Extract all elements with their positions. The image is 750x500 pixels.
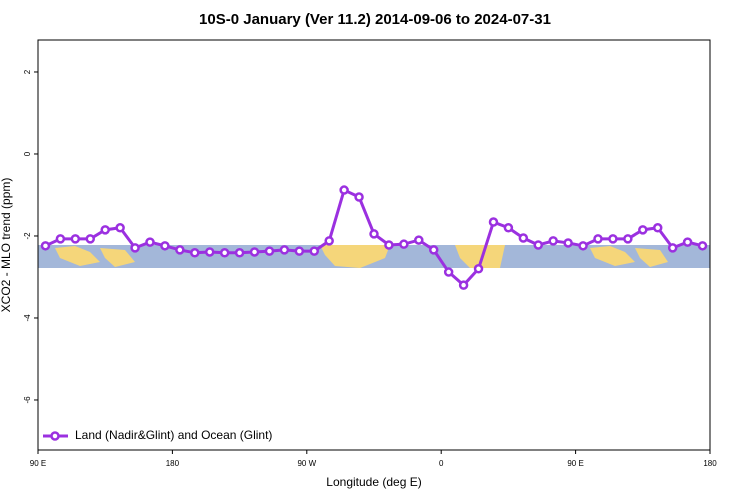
legend-label: Land (Nadir&Glint) and Ocean (Glint) xyxy=(75,428,272,442)
data-point xyxy=(115,223,125,233)
data-point xyxy=(443,267,454,277)
data-point xyxy=(40,241,51,251)
data-point xyxy=(324,236,334,246)
y-tick-label: -4 xyxy=(23,314,32,322)
data-point xyxy=(638,225,648,235)
y-tick-label: -2 xyxy=(23,232,32,240)
data-point xyxy=(100,225,110,235)
y-axis-label: XCO2 - MLO trend (ppm) xyxy=(0,178,13,313)
data-point xyxy=(175,245,185,255)
data-point xyxy=(548,236,558,246)
data-point xyxy=(55,234,66,244)
data-point xyxy=(533,240,544,250)
y-tick-label: -6 xyxy=(23,396,32,404)
x-tick-label: 180 xyxy=(166,459,180,468)
data-point xyxy=(249,247,260,257)
y-tick-label: 0 xyxy=(23,151,32,156)
data-point xyxy=(160,241,170,251)
data-point xyxy=(518,233,529,243)
x-tick-label: 0 xyxy=(439,459,444,468)
data-point xyxy=(204,247,215,257)
data-point xyxy=(623,234,633,244)
data-point xyxy=(384,240,394,250)
data-point xyxy=(608,234,618,244)
data-point xyxy=(309,246,320,256)
data-point xyxy=(563,238,573,248)
x-tick-label: 180 xyxy=(703,459,717,468)
chart-title: 10S-0 January (Ver 11.2) 2014-09-06 to 2… xyxy=(199,11,551,28)
data-point xyxy=(145,237,155,247)
y-tick-label: 2 xyxy=(23,69,32,74)
x-tick-label: 90 E xyxy=(30,459,46,468)
data-point xyxy=(578,241,588,251)
data-point xyxy=(354,192,364,202)
data-point xyxy=(428,245,439,255)
data-point xyxy=(219,248,230,258)
data-point xyxy=(503,223,514,233)
data-point xyxy=(339,185,349,195)
x-tick-label: 90 E xyxy=(567,459,583,468)
data-point xyxy=(294,246,305,256)
data-point xyxy=(488,217,499,227)
x-axis-label: Longitude (deg E) xyxy=(326,475,421,489)
data-point xyxy=(85,234,96,244)
data-point xyxy=(279,245,290,255)
data-point xyxy=(399,239,409,249)
data-point xyxy=(473,264,484,274)
data-point xyxy=(234,248,245,258)
data-point xyxy=(458,280,469,290)
data-point xyxy=(130,243,140,253)
data-point xyxy=(652,223,663,233)
data-point xyxy=(667,243,678,253)
data-point xyxy=(264,246,275,256)
plot-frame xyxy=(37,39,711,451)
data-point xyxy=(190,248,200,258)
data-point xyxy=(593,234,603,244)
data-point xyxy=(682,237,693,247)
legend-marker xyxy=(50,431,60,441)
data-point xyxy=(697,241,708,251)
x-tick-label: 90 W xyxy=(297,459,316,468)
data-point xyxy=(369,229,379,239)
data-point xyxy=(70,234,81,244)
data-point xyxy=(414,235,424,245)
